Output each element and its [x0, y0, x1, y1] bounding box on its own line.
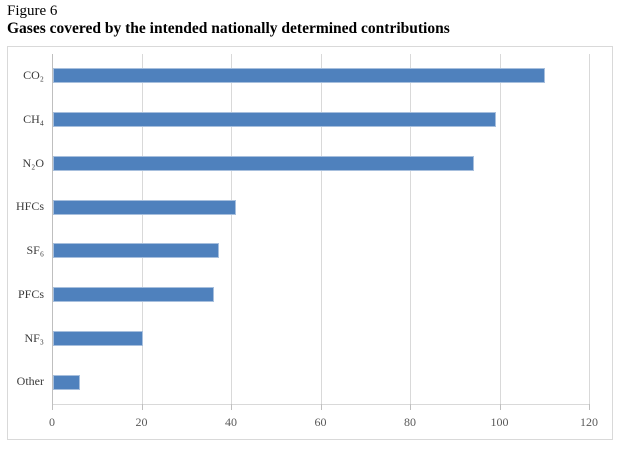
bar-hfcs: [53, 199, 236, 215]
gridline-20: [141, 54, 143, 404]
category-label-n2o: N₂O: [22, 155, 44, 170]
gridline-100: [499, 54, 501, 404]
category-label-co2: CO₂: [23, 68, 44, 82]
bar-n2o: [53, 155, 474, 171]
gridline-80: [410, 54, 411, 404]
tick-80: [410, 404, 411, 410]
y-axis-line: [52, 54, 53, 410]
bar-sf6: [53, 243, 219, 259]
tick-label-100: 100: [490, 415, 509, 429]
tick-label-20: 20: [135, 415, 148, 429]
category-label-other: Other: [16, 374, 44, 389]
tick-label-40: 40: [225, 415, 237, 429]
gridline-120: [589, 54, 590, 404]
tick-label-80: 80: [404, 415, 416, 429]
tick-60: [320, 404, 322, 410]
chart-title: Gases covered by the intended nationally…: [7, 20, 450, 37]
category-label-hfcs: HFCs: [15, 199, 44, 214]
bar-nf3: [53, 330, 143, 346]
tick-40: [231, 404, 232, 410]
bar-co2: [53, 68, 545, 84]
tick-100: [499, 404, 501, 410]
tick-label-120: 120: [580, 415, 598, 429]
tick-20: [141, 404, 143, 410]
bar-ch4: [53, 112, 496, 128]
category-label-ch4: CH₄: [23, 111, 44, 126]
bar-other: [53, 374, 80, 390]
chart-box: 0 20 40 60 80 100 120 CO₂ CH₄ N₂O HFCs SF₆ PFCs NF₃ O…: [7, 46, 613, 440]
plot-area: 0 20 40 60 80 100 120: [49, 54, 606, 429]
category-label-pfcs: PFCs: [17, 286, 44, 301]
gridline-40: [231, 54, 232, 404]
tick-label-0: 0: [49, 415, 55, 429]
figure-label: Figure 6: [7, 3, 58, 19]
tick-label-60: 60: [314, 415, 327, 429]
tick-120: [589, 404, 590, 410]
tick-0: [52, 404, 53, 410]
gridline-60: [320, 54, 322, 404]
category-label-nf3: NF₃: [24, 330, 44, 345]
bar-pfcs: [53, 287, 214, 303]
category-label-sf6: SF₆: [26, 243, 44, 257]
